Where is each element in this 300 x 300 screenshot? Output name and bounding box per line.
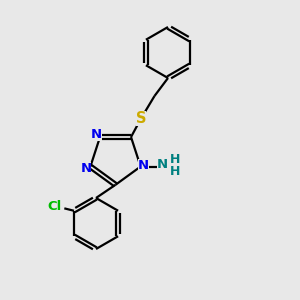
Text: S: S	[136, 111, 146, 126]
Text: H: H	[169, 166, 180, 178]
Text: Cl: Cl	[48, 200, 62, 213]
Text: N: N	[80, 162, 92, 175]
Text: N: N	[91, 128, 102, 141]
Text: H: H	[169, 154, 180, 166]
Text: N: N	[138, 160, 149, 172]
Text: N: N	[157, 158, 168, 171]
